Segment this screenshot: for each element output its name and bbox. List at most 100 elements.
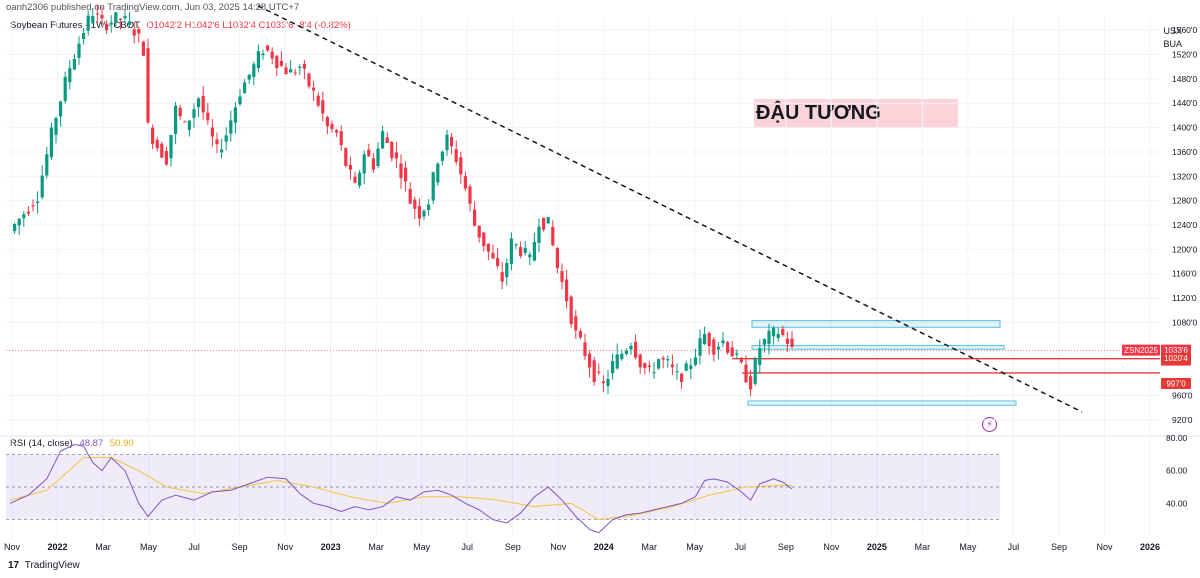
candle-body xyxy=(233,107,237,123)
candle-body xyxy=(155,139,159,149)
candle-body xyxy=(519,247,523,256)
candle-body xyxy=(611,361,615,374)
symbol-name: Soybean Futures · 1W · CBOT xyxy=(10,20,140,31)
candle-body xyxy=(436,163,440,183)
candle-body xyxy=(712,339,716,355)
candle-body xyxy=(698,338,702,356)
candle-body xyxy=(417,206,421,219)
candle-body xyxy=(394,152,398,159)
price-tag-label: 1033'6 xyxy=(1164,346,1188,355)
candle-body xyxy=(491,252,495,259)
candle-body xyxy=(565,279,569,302)
candle-body xyxy=(542,217,546,230)
candle-body xyxy=(629,345,633,350)
candle-body xyxy=(40,175,44,198)
candle-body xyxy=(606,378,610,386)
candle-body xyxy=(537,226,541,243)
candle-body xyxy=(689,365,693,370)
candle-body xyxy=(224,135,228,142)
candle-body xyxy=(302,63,306,69)
candle-body xyxy=(615,354,619,369)
candle-body xyxy=(316,95,320,106)
candle-body xyxy=(187,120,191,130)
candle-body xyxy=(229,120,233,134)
price-tick-label: 1320'0 xyxy=(1172,171,1198,181)
time-tick-label: Jul xyxy=(461,542,473,552)
candle-body xyxy=(91,16,95,23)
candle-body xyxy=(767,330,771,344)
candle-body xyxy=(247,74,251,80)
candle-body xyxy=(36,201,40,204)
candle-body xyxy=(634,341,638,358)
time-tick-label: 2023 xyxy=(321,542,341,552)
candle-body xyxy=(758,348,762,365)
time-tick-label: Mar xyxy=(368,542,384,552)
candle-body xyxy=(574,316,578,331)
price-tick-label: 1080'0 xyxy=(1172,317,1198,327)
rsi-tick-label: 60.00 xyxy=(1166,466,1188,476)
candle-body xyxy=(431,172,435,201)
downtrend-line xyxy=(257,5,1083,413)
time-tick-label: Mar xyxy=(915,542,931,552)
candle-body xyxy=(238,96,242,105)
candle-body xyxy=(371,158,375,170)
candle-body xyxy=(638,354,642,368)
candle-body xyxy=(399,163,403,179)
candle-body xyxy=(100,14,104,19)
time-tick-label: Nov xyxy=(4,542,21,552)
rsi-tick-label: 40.00 xyxy=(1166,498,1188,508)
candle-body xyxy=(321,100,325,114)
price-tick-label: 920'0 xyxy=(1172,415,1193,425)
currency-unit: USX BUA xyxy=(1163,25,1182,51)
candle-body xyxy=(454,149,458,162)
candle-body xyxy=(385,137,389,144)
rsi-tick-label: 80.00 xyxy=(1166,433,1188,443)
candle-body xyxy=(762,339,766,345)
candle-body xyxy=(45,154,49,176)
price-tick-label: 960'0 xyxy=(1172,390,1193,400)
candle-body xyxy=(132,29,136,36)
lightning-icon[interactable]: ⚡ xyxy=(982,417,997,432)
candle-body xyxy=(643,363,647,368)
candle-body xyxy=(335,130,339,133)
candle-body xyxy=(95,13,99,15)
price-tick-label: 1400'0 xyxy=(1172,123,1198,133)
candle-body xyxy=(59,101,63,117)
candle-body xyxy=(450,136,454,147)
candle-body xyxy=(785,338,789,344)
candle-body xyxy=(252,64,256,78)
time-tick-label: May xyxy=(413,542,431,552)
rsi-ma-line xyxy=(9,457,793,521)
candle-body xyxy=(592,360,596,383)
time-tick-label: 2025 xyxy=(867,542,887,552)
candle-body xyxy=(707,332,711,347)
candle-body xyxy=(13,224,17,232)
candle-body xyxy=(72,58,76,70)
candle-body xyxy=(293,72,297,74)
annotation-title: ĐẬU TƯƠNG xyxy=(754,99,958,128)
candle-body xyxy=(298,66,302,69)
resistance-zone-top xyxy=(751,320,1001,328)
time-tick-label: Nov xyxy=(823,542,840,552)
candle-body xyxy=(123,16,127,19)
time-tick-label: Sep xyxy=(232,542,248,552)
candle-body xyxy=(164,151,168,165)
candle-body xyxy=(215,139,219,145)
candle-body xyxy=(482,232,486,247)
price-tick-label: 1360'0 xyxy=(1172,147,1198,157)
price-tick-label: 1200'0 xyxy=(1172,244,1198,254)
candle-body xyxy=(551,226,555,246)
time-tick-label: Nov xyxy=(1096,542,1113,552)
candle-body xyxy=(275,55,279,69)
rsi-value: 48.87 xyxy=(79,438,104,449)
candle-body xyxy=(523,247,527,253)
candle-body xyxy=(77,43,81,58)
candle-body xyxy=(339,131,343,146)
candle-body xyxy=(422,210,426,217)
candle-body xyxy=(183,121,187,123)
time-tick-label: Mar xyxy=(95,542,111,552)
candle-body xyxy=(220,149,224,153)
price-tag-label: 1020'4 xyxy=(1164,354,1188,363)
candle-body xyxy=(330,124,334,129)
